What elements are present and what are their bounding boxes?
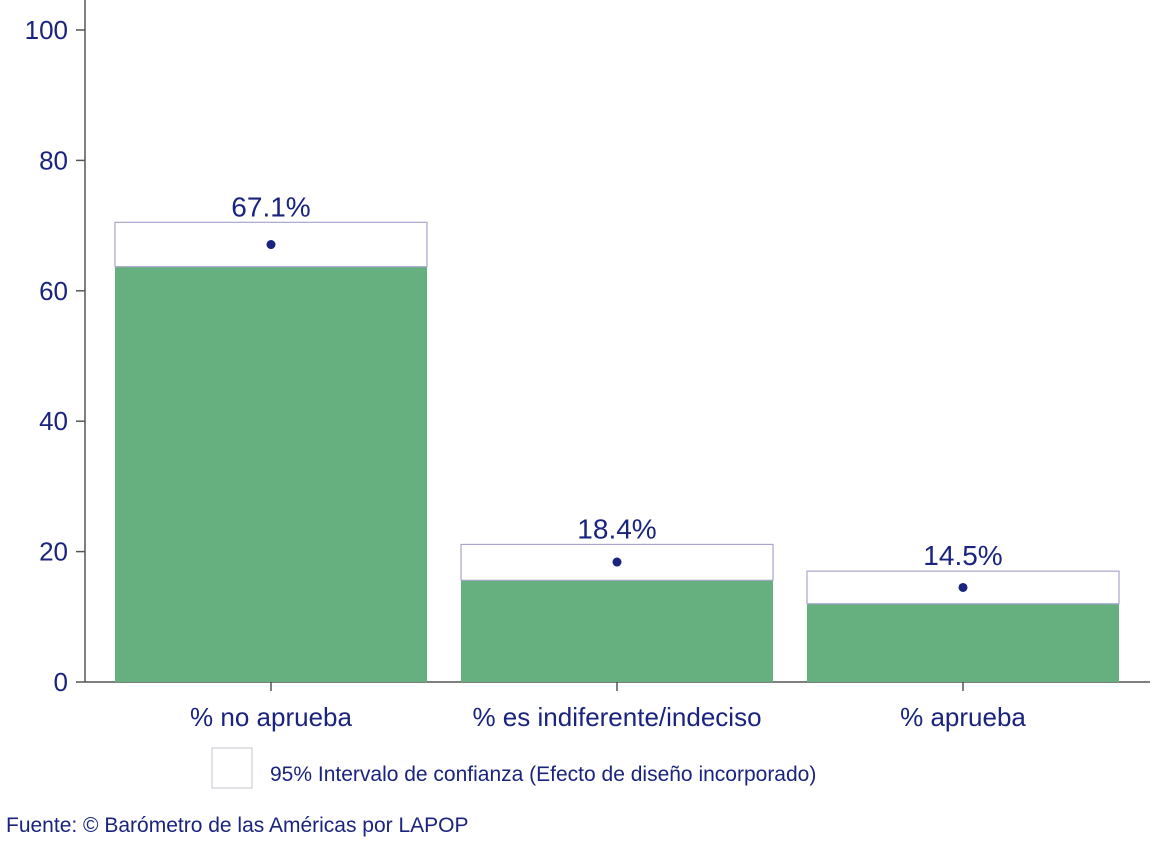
bars: 67.1% 18.4% 14.5% (114, 191, 1120, 682)
point-estimate (958, 582, 968, 592)
data-label: 18.4% (577, 513, 656, 544)
bar (461, 580, 773, 682)
category-label: % aprueba (900, 702, 1026, 732)
y-tick-label: 40 (39, 406, 68, 436)
y-ticks: 0 20 40 60 80 100 (25, 15, 85, 697)
source-note: Fuente: © Barómetro de las Américas por … (6, 814, 469, 837)
y-tick-label: 80 (39, 145, 68, 175)
bar (115, 266, 427, 682)
y-tick-label: 100 (25, 15, 68, 45)
point-estimate (612, 557, 622, 567)
bar (807, 603, 1119, 682)
x-ticks: % no aprueba % es indiferente/indeciso % a… (190, 682, 1026, 732)
legend-ci-swatch (211, 747, 253, 789)
data-label: 14.5% (923, 540, 1002, 571)
category-label: % es indiferente/indeciso (472, 702, 761, 732)
legend: 95% Intervalo de confianza (Efecto de di… (211, 747, 816, 789)
data-label: 67.1% (231, 191, 310, 222)
point-estimate (266, 240, 276, 250)
y-tick-label: 20 (39, 537, 68, 567)
y-tick-label: 60 (39, 276, 68, 306)
y-tick-label: 0 (54, 667, 68, 697)
category-label: % no aprueba (190, 702, 352, 732)
legend-label: 95% Intervalo de confianza (Efecto de di… (270, 763, 816, 786)
